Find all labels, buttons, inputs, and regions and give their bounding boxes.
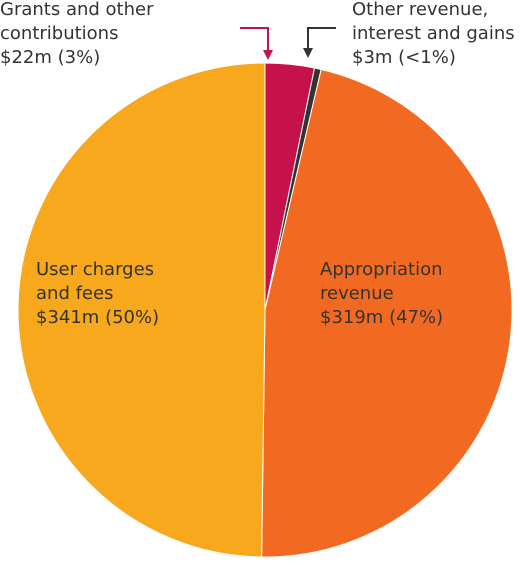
- pointer-head: [263, 50, 273, 60]
- slice-label: User charges and fees $341m (50%): [36, 258, 176, 330]
- value-label: $22m (3%): [0, 47, 101, 68]
- slices: [17, 62, 513, 558]
- pie-slice: [17, 62, 266, 558]
- pointer-head: [303, 48, 313, 58]
- slice-label: Grants and other contributions $22m (3%): [0, 0, 165, 70]
- category-label: User charges and fees: [36, 259, 155, 304]
- category-label: Appropriation revenue: [320, 259, 443, 304]
- slice-label: Appropriation revenue $319m (47%): [320, 258, 470, 330]
- value-label: $319m (47%): [320, 307, 444, 328]
- pie-slice: [261, 68, 513, 558]
- value-label: $3m (<1%): [352, 47, 456, 68]
- slice-label: Other revenue, interest and gains $3m (<…: [352, 0, 517, 70]
- pointer-line: [307, 27, 336, 54]
- value-label: $341m (50%): [36, 307, 160, 328]
- pointer-line: [240, 27, 269, 56]
- category-label: Grants and other contributions: [0, 0, 154, 44]
- category-label: Other revenue, interest and gains: [352, 0, 515, 44]
